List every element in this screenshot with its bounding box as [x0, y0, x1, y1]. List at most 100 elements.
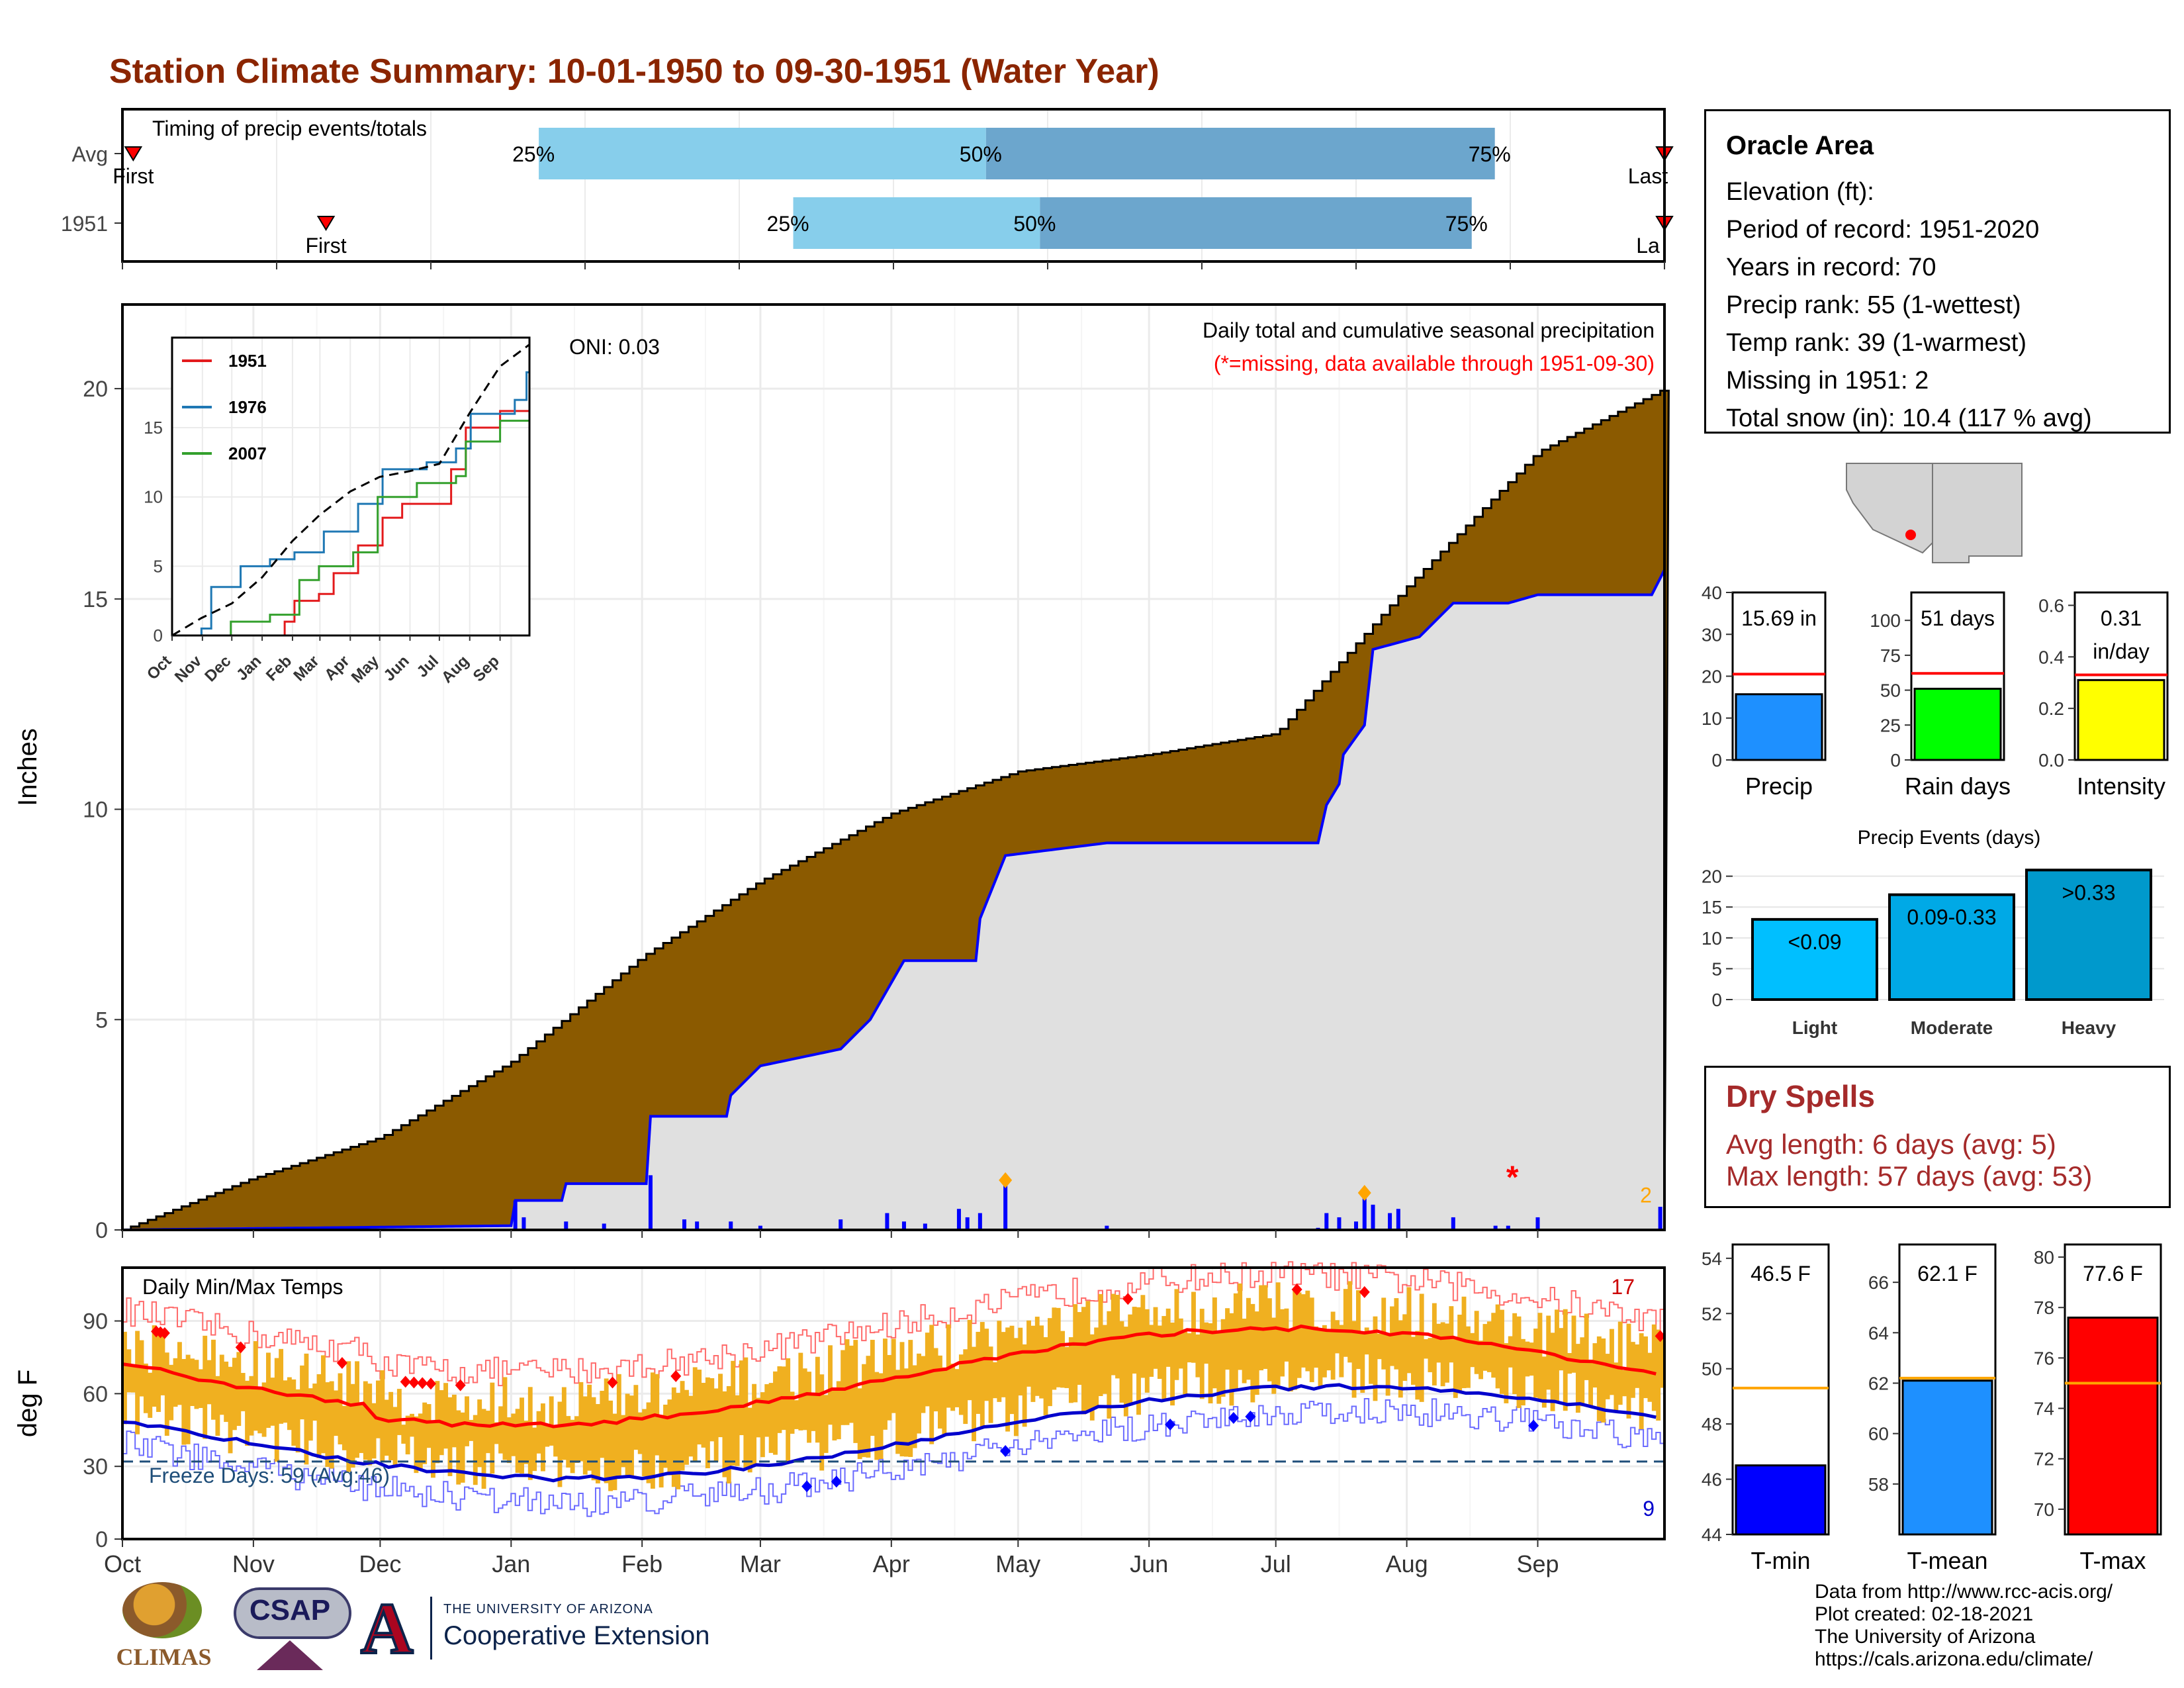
daily-temp-bar — [1588, 1359, 1593, 1406]
daily-temp-bar — [240, 1373, 246, 1411]
temp-bar-tick-label: 78 — [2034, 1297, 2054, 1318]
precip-bar-value-label: 51 days — [1921, 606, 1995, 630]
daily-temp-bar — [587, 1384, 592, 1471]
daily-precip-bar — [758, 1225, 762, 1230]
daily-temp-bar — [815, 1356, 820, 1443]
daily-temp-bar — [329, 1381, 334, 1469]
record-low-marker — [1000, 1444, 1011, 1457]
daily-temp-bar — [1424, 1339, 1429, 1359]
ua-small-text: THE UNIVERSITY OF ARIZONA — [443, 1602, 653, 1617]
daily-precip-bar — [901, 1221, 906, 1230]
record-high-marker — [417, 1377, 428, 1389]
daily-precip-bar — [1658, 1207, 1662, 1230]
temp-y-axis-label: deg F — [13, 1370, 42, 1437]
oni-label: ONI: 0.03 — [569, 335, 660, 359]
daily-temp-bar — [481, 1409, 486, 1489]
daily-temp-bar — [637, 1412, 643, 1454]
daily-temp-bar — [802, 1368, 807, 1430]
daily-temp-bar — [731, 1360, 736, 1466]
daily-temp-bar — [819, 1374, 825, 1471]
temp-bar-tick-label: 70 — [2034, 1499, 2054, 1520]
daily-temp-bar — [1550, 1333, 1555, 1411]
daily-temp-bar — [1622, 1370, 1627, 1397]
ua-logo-letter: A — [359, 1588, 414, 1669]
daily-temp-bar — [1170, 1322, 1175, 1406]
daily-temp-bar — [848, 1345, 854, 1423]
climas-logo: CLIMAS — [109, 1582, 218, 1675]
daily-precip-bar — [1337, 1217, 1342, 1230]
daily-temp-bar — [874, 1372, 880, 1460]
temp-bar-value-label: 46.5 F — [1751, 1262, 1811, 1286]
daily-temp-bar — [1373, 1316, 1378, 1401]
precip-event-bar-label: <0.09 — [1788, 930, 1842, 954]
main-y-tick-label: 0 — [95, 1218, 108, 1243]
timing-bar-25-50 — [793, 197, 1040, 249]
daily-temp-bar — [410, 1413, 414, 1437]
temp-bar-tick-label: 60 — [1868, 1424, 1889, 1444]
daily-temp-bar — [1314, 1326, 1319, 1368]
daily-temp-bar — [1656, 1329, 1661, 1421]
month-tick-label: Sep — [1516, 1550, 1559, 1577]
month-tick-label: Dec — [359, 1550, 401, 1577]
temp-bar-tick-label: 48 — [1702, 1414, 1722, 1434]
dry-spells-avg: Avg length: 6 days (avg: 5) — [1726, 1129, 2056, 1160]
daily-temp-bar — [621, 1415, 626, 1468]
daily-temp-bar — [895, 1370, 901, 1454]
climas-logo-mark — [122, 1582, 202, 1638]
daily-temp-bar — [979, 1322, 985, 1429]
timing-label-75: 75% — [1469, 142, 1511, 166]
daily-temp-bar — [536, 1411, 541, 1454]
daily-temp-bar — [1009, 1325, 1015, 1415]
daily-temp-bar — [595, 1404, 600, 1483]
daily-temp-bar — [1326, 1329, 1332, 1371]
daily-temp-bar — [950, 1364, 956, 1411]
daily-temp-bar — [1301, 1294, 1306, 1368]
daily-precip-bar — [965, 1217, 970, 1230]
daily-temp-bar — [612, 1413, 617, 1491]
daily-precip-bar — [1506, 1225, 1510, 1230]
daily-temp-bar — [1212, 1297, 1217, 1389]
daily-temp-bar — [1461, 1296, 1467, 1389]
daily-temp-bar — [190, 1358, 195, 1407]
station-temp-rank: Temp rank: 39 (1-warmest) — [1726, 329, 2027, 357]
daily-temp-bar — [908, 1340, 913, 1457]
temp-bar-tick-label: 58 — [1868, 1474, 1889, 1495]
daily-temp-bar — [392, 1407, 398, 1468]
daily-temp-bar — [976, 1331, 981, 1414]
daily-precip-bar — [513, 1200, 518, 1230]
daily-temp-bar — [764, 1384, 770, 1437]
daily-temp-bar — [169, 1364, 174, 1421]
precip-event-bar-light — [1751, 917, 1878, 1002]
main-y-tick-label: 5 — [95, 1008, 108, 1033]
daily-temp-bar — [376, 1380, 381, 1438]
daily-precip-bar — [682, 1219, 687, 1230]
precip-events-tick-label: 10 — [1702, 928, 1722, 949]
daily-temp-bar — [1039, 1325, 1044, 1399]
temp-bar-T-mean — [1901, 1380, 1993, 1536]
timing-first-label: First — [305, 234, 346, 258]
daily-precip-bar — [923, 1223, 927, 1230]
timing-row-label: Avg — [71, 142, 108, 166]
observed-cumulative-line — [122, 569, 1666, 1231]
daily-temp-bar — [156, 1333, 161, 1412]
daily-temp-bar — [646, 1402, 651, 1483]
record-low-marker — [1165, 1419, 1176, 1431]
month-tick-label: Feb — [621, 1550, 662, 1577]
temp-count-low: 9 — [1643, 1497, 1655, 1521]
temp-bar-name: T-mean — [1907, 1547, 1987, 1574]
daily-temp-bar — [338, 1373, 343, 1444]
daily-temp-bar — [1449, 1306, 1454, 1363]
daily-temp-bar — [1508, 1336, 1513, 1368]
precip-bar-tick-label: 30 — [1702, 624, 1722, 645]
daily-temp-bar — [1271, 1317, 1277, 1394]
daily-precip-bar — [839, 1219, 843, 1230]
temp-bar-name: T-min — [1751, 1547, 1811, 1574]
temp-bar-value-label: 62.1 F — [1917, 1262, 1978, 1286]
daily-temp-bar — [1064, 1346, 1069, 1388]
daily-temp-bar — [1144, 1309, 1150, 1393]
precip-bar-tick-label: 0.6 — [2038, 595, 2064, 616]
precip-bar-tick-label: 100 — [1870, 610, 1901, 631]
daily-temp-bar — [942, 1367, 947, 1436]
daily-temp-bar — [570, 1419, 575, 1474]
daily-temp-bar — [367, 1383, 373, 1466]
